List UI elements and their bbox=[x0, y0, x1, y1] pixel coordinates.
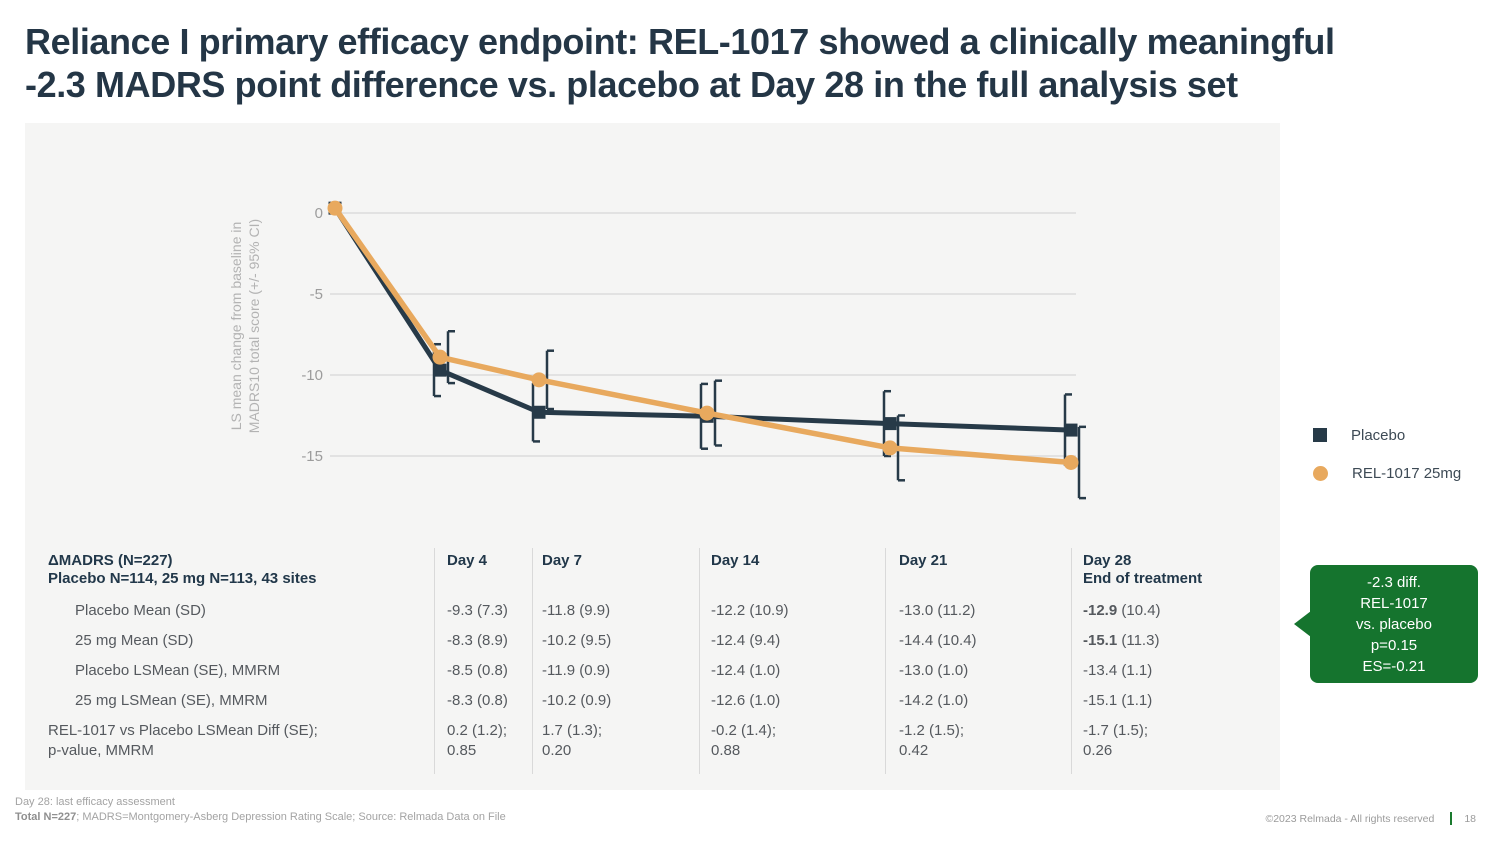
page-number-divider bbox=[1450, 812, 1453, 825]
chart-legend: Placebo REL-1017 25mg bbox=[1313, 424, 1493, 500]
column-divider bbox=[532, 548, 533, 774]
col-header-day7: Day 7 bbox=[542, 552, 583, 569]
legend-item-rel1017: REL-1017 25mg bbox=[1313, 462, 1493, 484]
callout-left-arrow-icon bbox=[1294, 611, 1311, 637]
table-title: ΔMADRS (N=227) Placebo N=114, 25 mg N=11… bbox=[48, 552, 317, 587]
page-title-line1: Reliance I primary efficacy endpoint: RE… bbox=[25, 21, 1335, 62]
table-row-placebo-mean: Placebo Mean (SD) -9.3 (7.3) -11.8 (9.9)… bbox=[75, 602, 1161, 619]
page-number: 18 bbox=[1464, 812, 1476, 825]
legend-label: Placebo bbox=[1351, 426, 1406, 444]
y-axis-label: LS mean change from baseline in MADRS10 … bbox=[228, 218, 262, 434]
col-header-day4: Day 4 bbox=[447, 552, 488, 569]
footer-copyright: ©2023 Relmada - All rights reserved 18 bbox=[1265, 812, 1476, 825]
column-divider bbox=[1071, 548, 1072, 774]
footnote-line1: Day 28: last efficacy assessment bbox=[15, 796, 175, 808]
efficacy-line-chart: 0 -5 -10 -15 bbox=[301, 200, 1086, 500]
svg-text:-10: -10 bbox=[301, 367, 323, 384]
col-header-day28: Day 28 End of treatment bbox=[1083, 552, 1203, 587]
placebo-square-marker-icon bbox=[1313, 428, 1327, 442]
results-table: ΔMADRS (N=227) Placebo N=114, 25 mg N=11… bbox=[25, 548, 1280, 774]
rel1017-circle-marker-icon bbox=[1313, 465, 1328, 481]
callout-drug: REL-1017 bbox=[1360, 594, 1428, 612]
column-divider bbox=[885, 548, 886, 774]
table-row-25mg-lsmean: 25 mg LSMean (SE), MMRM -8.3 (0.8) -10.2… bbox=[75, 692, 1153, 709]
callout-effect-size: ES=-0.21 bbox=[1362, 657, 1426, 675]
svg-text:0: 0 bbox=[315, 205, 323, 222]
legend-item-placebo: Placebo bbox=[1313, 424, 1493, 446]
col-header-day14: Day 14 bbox=[711, 552, 760, 569]
callout-pvalue: p=0.15 bbox=[1370, 636, 1418, 654]
callout-comparator: vs. placebo bbox=[1356, 615, 1432, 633]
table-row-25mg-mean: 25 mg Mean (SD) -8.3 (8.9) -10.2 (9.5) -… bbox=[75, 632, 1160, 649]
callout-diff: -2.3 diff. bbox=[1367, 573, 1421, 591]
legend-label: REL-1017 25mg bbox=[1352, 464, 1462, 482]
copyright-text: ©2023 Relmada - All rights reserved bbox=[1265, 812, 1435, 825]
page-title: Reliance I primary efficacy endpoint: RE… bbox=[25, 20, 1490, 106]
column-divider bbox=[699, 548, 700, 774]
key-result-callout: -2.3 diff. REL-1017 vs. placebo p=0.15 E… bbox=[1294, 565, 1478, 683]
table-row-placebo-lsmean: Placebo LSMean (SE), MMRM -8.5 (0.8) -11… bbox=[75, 662, 1153, 679]
footnotes: Day 28: last efficacy assessment Total N… bbox=[15, 795, 506, 825]
footnote-line2: Total N=227; MADRS=Montgomery-Asberg Dep… bbox=[15, 811, 506, 823]
page-title-line2: -2.3 MADRS point difference vs. placebo … bbox=[25, 64, 1238, 105]
svg-text:-5: -5 bbox=[310, 286, 323, 303]
column-divider bbox=[434, 548, 435, 774]
svg-text:-15: -15 bbox=[301, 448, 323, 465]
table-header-row: ΔMADRS (N=227) Placebo N=114, 25 mg N=11… bbox=[25, 548, 1280, 601]
col-header-day21: Day 21 bbox=[899, 552, 948, 569]
table-row-lsmean-diff: REL-1017 vs Placebo LSMean Diff (SE); p-… bbox=[48, 722, 1149, 759]
